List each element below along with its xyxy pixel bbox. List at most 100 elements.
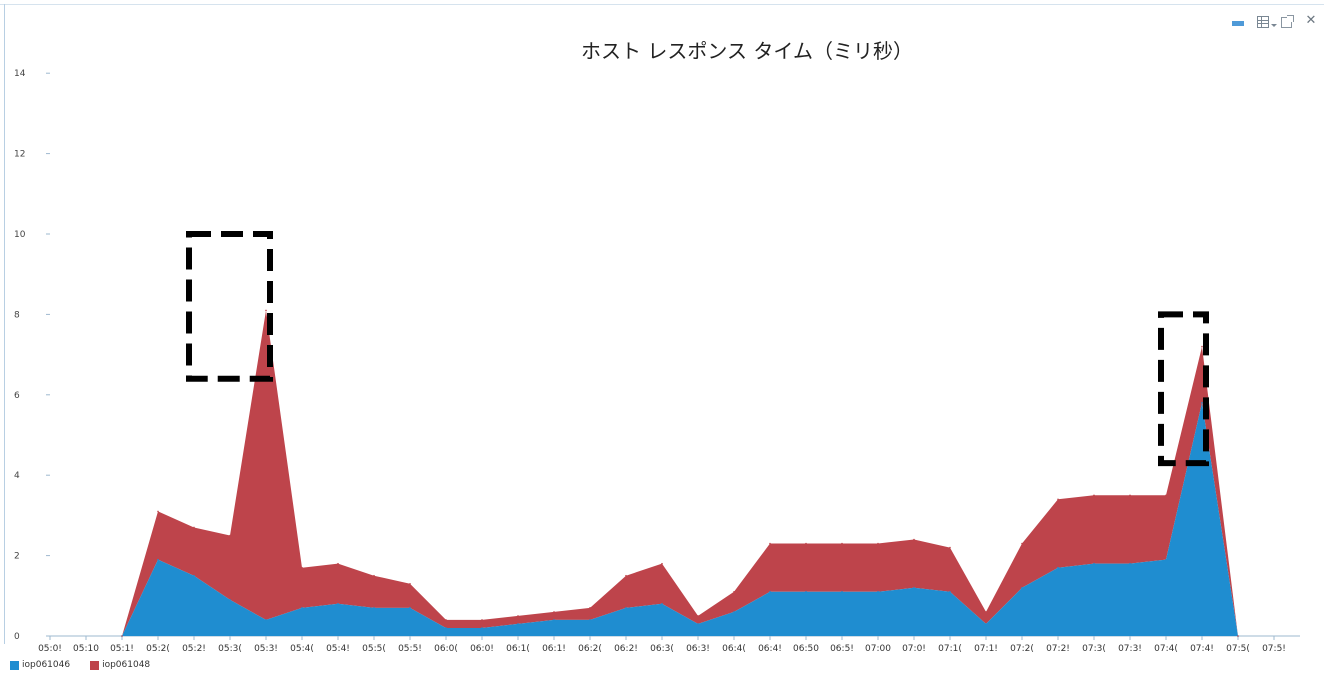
x-tick-label: 06:4(	[722, 644, 746, 654]
x-tick-label: 05:3(	[218, 644, 242, 654]
chart-toolbar: ✕	[1231, 12, 1318, 30]
data-point-iop061046	[949, 590, 951, 593]
x-tick-label: 07:3!	[1118, 644, 1142, 654]
data-point-iop061046	[985, 623, 987, 625]
data-point-iop061048	[805, 542, 807, 545]
x-tick-label: 05:5(	[362, 644, 386, 654]
x-tick-label: 06:1!	[542, 644, 566, 654]
data-point-iop061046	[913, 586, 915, 589]
data-point-iop061048	[625, 574, 627, 577]
data-point-iop061048	[445, 619, 447, 621]
legend-item-series-1[interactable]: iop061048	[90, 660, 150, 670]
data-point-iop061048	[661, 562, 663, 565]
y-tick-label: 8	[14, 310, 20, 320]
data-point-iop061046	[481, 627, 483, 629]
grid-menu-icon[interactable]	[1257, 15, 1277, 28]
x-tick-label: 07:1(	[938, 644, 962, 654]
x-tick-label: 05:2!	[182, 644, 206, 654]
data-point-iop061048	[553, 611, 555, 613]
data-point-iop061048	[1201, 345, 1203, 348]
chart-title: ホスト レスポンス タイム（ミリ秒）	[548, 30, 946, 72]
data-point-iop061046	[589, 619, 591, 621]
x-tick-label: 05:2(	[146, 644, 170, 654]
data-point-iop061048	[337, 562, 339, 565]
x-tick-label: 06:2(	[578, 644, 602, 654]
data-point-iop061048	[733, 590, 735, 593]
data-point-iop061048	[769, 542, 771, 545]
data-point-iop061048	[1093, 494, 1095, 497]
data-point-iop061048	[985, 611, 987, 613]
data-point-iop061048	[949, 546, 951, 549]
data-point-iop061046	[409, 607, 411, 609]
chart-legend: iop061046 iop061048	[10, 658, 150, 672]
data-point-iop061048	[265, 309, 267, 312]
data-point-iop061048	[229, 534, 231, 537]
x-tick-label: 05:4!	[326, 644, 350, 654]
x-tick-label: 06:0!	[470, 644, 494, 654]
data-point-iop061048	[697, 615, 699, 617]
data-point-iop061046	[841, 590, 843, 593]
data-point-iop061046	[553, 619, 555, 621]
data-point-iop061046	[301, 607, 303, 609]
x-tick-label: 07:5(	[1226, 644, 1250, 654]
data-point-iop061046	[193, 574, 195, 577]
x-tick-label: 07:1!	[974, 644, 998, 654]
y-tick-label: 2	[14, 552, 20, 562]
data-point-iop061046	[769, 590, 771, 593]
panel-top-border	[0, 4, 1324, 5]
x-tick-label: 05:3!	[254, 644, 278, 654]
y-tick-label: 4	[14, 471, 20, 481]
data-point-iop061048	[481, 619, 483, 621]
x-tick-label: 07:4(	[1154, 644, 1178, 654]
data-point-iop061046	[1093, 562, 1095, 565]
x-tick-label: 06:0(	[434, 644, 458, 654]
x-tick-label: 06:50	[793, 644, 819, 654]
data-point-iop061046	[445, 627, 447, 629]
legend-item-series-0[interactable]: iop061046	[10, 660, 70, 670]
data-point-iop061046	[877, 590, 879, 593]
close-icon[interactable]: ✕	[1305, 13, 1317, 28]
data-point-iop061046	[229, 599, 231, 601]
x-tick-label: 07:00	[865, 644, 891, 654]
x-tick-label: 05:1!	[110, 644, 134, 654]
y-tick-label: 12	[14, 150, 25, 160]
data-point-iop061048	[193, 526, 195, 529]
x-tick-label: 05:5!	[398, 644, 422, 654]
data-point-iop061046	[1057, 566, 1059, 569]
data-point-iop061046	[157, 558, 159, 561]
data-point-iop061048	[157, 510, 159, 513]
x-tick-label: 07:0!	[902, 644, 926, 654]
legend-label-series-1: iop061048	[102, 660, 151, 670]
x-tick-label: 07:2!	[1046, 644, 1070, 654]
series-area-iop061046	[122, 402, 1238, 636]
data-point-iop061046	[517, 623, 519, 625]
x-tick-label: 07:3(	[1082, 644, 1106, 654]
x-tick-label: 07:4!	[1190, 644, 1214, 654]
data-point-iop061048	[121, 635, 123, 637]
x-tick-label: 07:5!	[1262, 644, 1286, 654]
data-point-iop061046	[805, 590, 807, 593]
y-tick-label: 14	[14, 69, 26, 79]
data-point-iop061048	[517, 615, 519, 617]
x-tick-label: 05:0!	[38, 644, 62, 654]
x-tick-label: 07:2(	[1010, 644, 1034, 654]
data-point-iop061046	[625, 607, 627, 609]
panel-left-border	[4, 4, 5, 644]
popout-icon[interactable]	[1281, 14, 1294, 28]
legend-swatch-series-1	[90, 660, 100, 670]
data-point-iop061048	[301, 566, 303, 569]
x-tick-label: 05:4(	[290, 644, 314, 654]
data-point-iop061048	[373, 574, 375, 577]
x-tick-label: 06:5!	[830, 644, 854, 654]
data-point-iop061048	[1237, 635, 1239, 637]
data-point-iop061048	[409, 582, 411, 585]
data-point-iop061046	[1021, 586, 1023, 589]
x-tick-label: 05:10	[73, 644, 99, 654]
data-point-iop061046	[733, 611, 735, 613]
bar-chart-icon[interactable]	[1231, 14, 1245, 28]
y-tick-label: 10	[14, 230, 26, 240]
data-point-iop061048	[589, 607, 591, 609]
data-point-iop061048	[1129, 494, 1131, 497]
data-point-iop061046	[1129, 562, 1131, 565]
